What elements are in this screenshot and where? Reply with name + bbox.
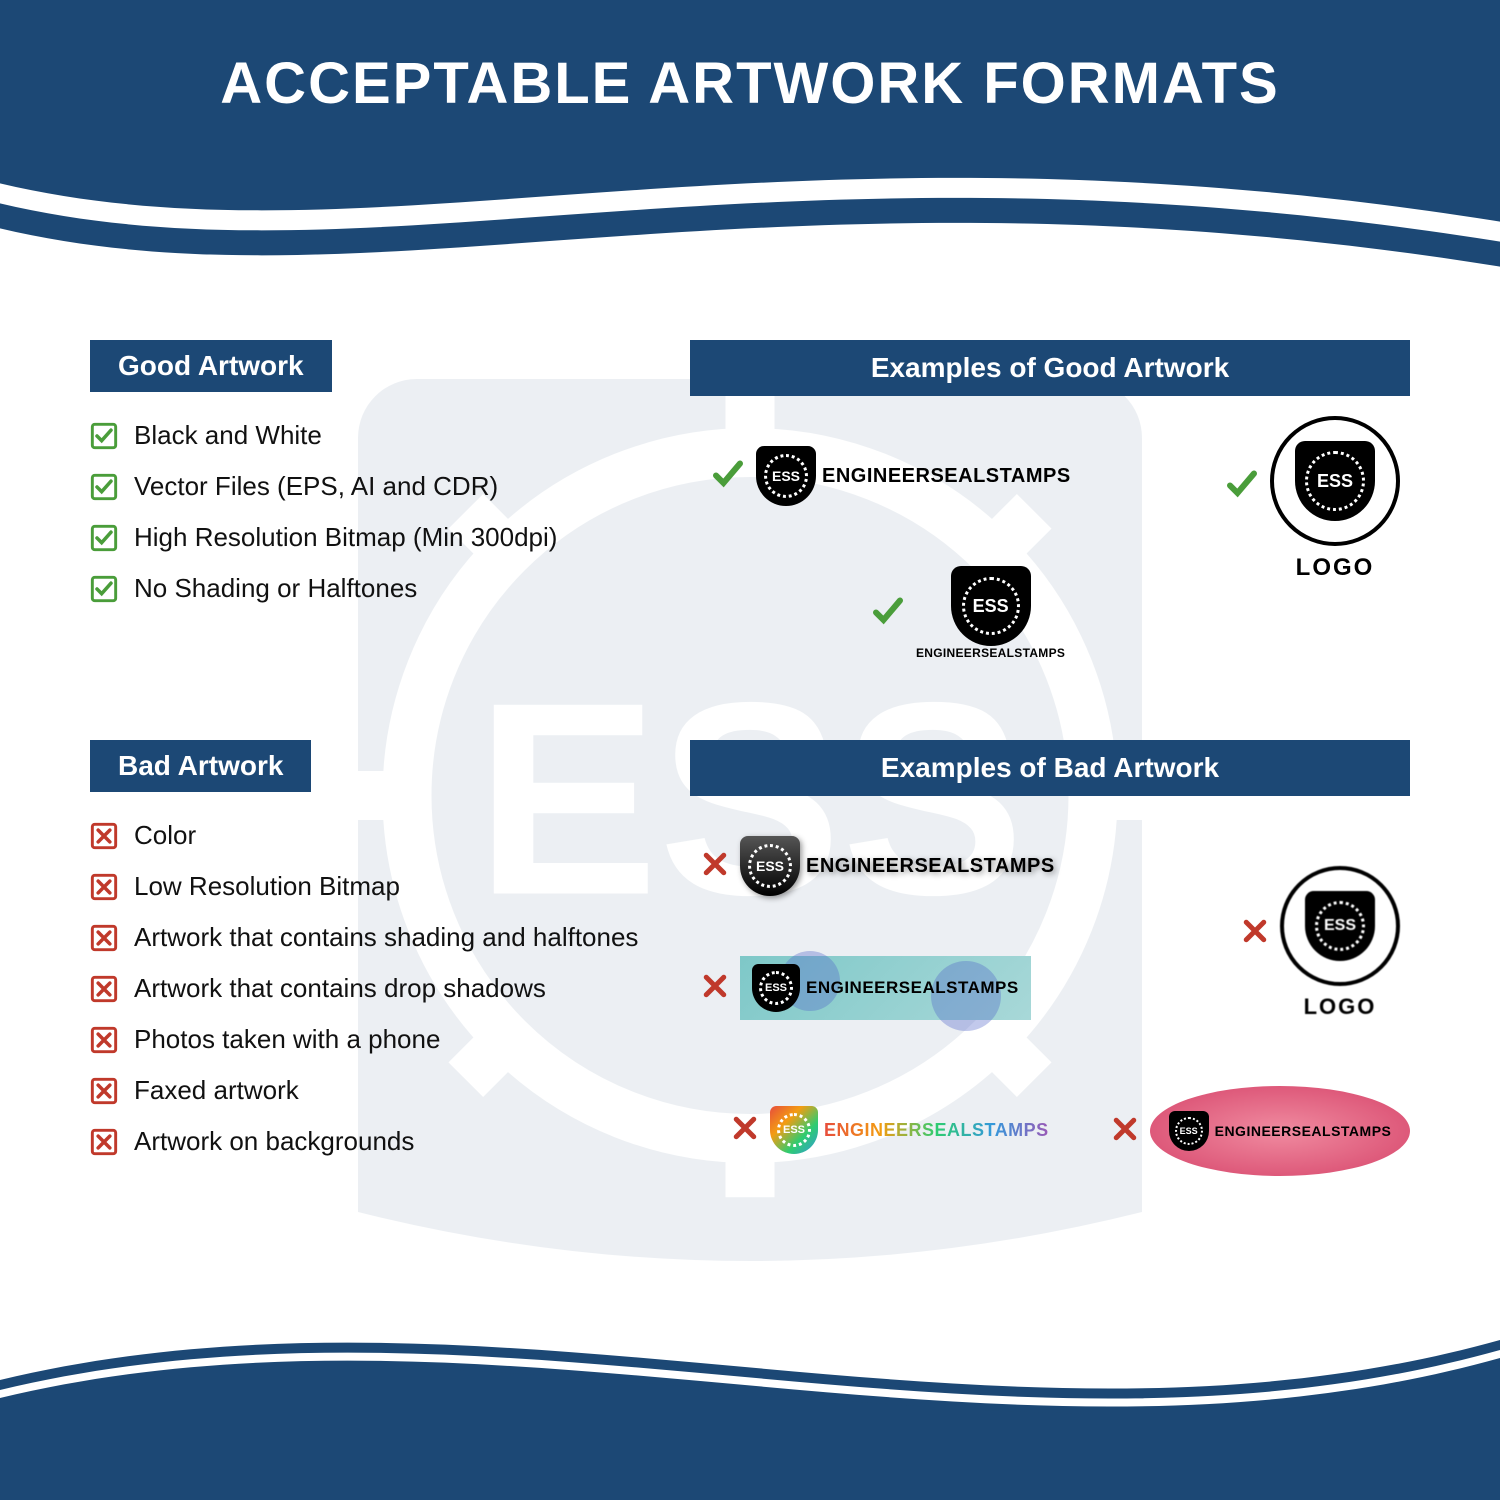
cross-icon [730, 1113, 760, 1148]
bad-item-text: Low Resolution Bitmap [134, 871, 400, 902]
good-item: Vector Files (EPS, AI and CDR) [90, 471, 690, 502]
cross-icon [90, 1128, 118, 1156]
bad-item-text: Faxed artwork [134, 1075, 299, 1106]
logo-circle-icon: ESS [1270, 416, 1400, 546]
good-example-stacked-logo: ESS ENGINEERSEALSTAMPS [870, 566, 1065, 660]
bad-examples-section: Examples of Bad Artwork ESS ENGINEERSEAL… [690, 740, 1410, 1236]
bad-item-text: Photos taken with a phone [134, 1024, 440, 1055]
check-icon [1224, 466, 1260, 507]
ess-brand-text: ENGINEERSEALSTAMPS [822, 465, 1071, 488]
ess-brand-text: ENGINEERSEALSTAMPS [806, 978, 1019, 998]
bad-item: Low Resolution Bitmap [90, 871, 690, 902]
cross-icon [1240, 916, 1270, 951]
good-examples-section: Examples of Good Artwork ESS ENGINEERSEA… [690, 340, 1410, 720]
bad-item-text: Artwork that contains shading and halfto… [134, 922, 638, 953]
check-icon [90, 422, 118, 450]
cross-icon [90, 924, 118, 952]
good-item-text: Vector Files (EPS, AI and CDR) [134, 471, 498, 502]
bad-item: Color [90, 820, 690, 851]
good-item-text: Black and White [134, 420, 322, 451]
good-item: No Shading or Halftones [90, 573, 690, 604]
bad-item: Photos taken with a phone [90, 1024, 690, 1055]
logo-circle-icon: ESS [1280, 866, 1400, 986]
bad-examples-area: ESS ENGINEERSEALSTAMPS ESS ENGINEERSEALS… [690, 816, 1410, 1236]
good-item-text: No Shading or Halftones [134, 573, 417, 604]
cross-icon [700, 971, 730, 1006]
good-list: Black and White Vector Files (EPS, AI an… [90, 420, 690, 604]
bad-examples-header: Examples of Bad Artwork [690, 740, 1410, 796]
header-band [0, 0, 1500, 280]
cross-icon [90, 822, 118, 850]
bad-item-text: Color [134, 820, 196, 851]
bad-example-oval-logo: ESS ENGINEERSEALSTAMPS [1110, 1086, 1410, 1176]
check-icon [870, 593, 906, 634]
bad-example-shaded-logo: ESS ENGINEERSEALSTAMPS [700, 836, 1055, 896]
check-icon [90, 473, 118, 501]
bad-example-color-logo: ESS ENGINEERSEALSTAMPS [730, 1106, 1049, 1154]
check-icon [90, 575, 118, 603]
cross-icon [1110, 1114, 1140, 1149]
bad-example-lowres-logo: ESS LOGO [1240, 866, 1400, 1020]
ess-shield-icon: ESS [752, 964, 800, 1012]
good-example-horizontal-logo: ESS ENGINEERSEALSTAMPS [710, 446, 1071, 506]
bad-item: Faxed artwork [90, 1075, 690, 1106]
ess-shield-icon: ESS [951, 566, 1031, 646]
bad-item: Artwork that contains shading and halfto… [90, 922, 690, 953]
bad-example-background-logo: ESS ENGINEERSEALSTAMPS [700, 956, 1031, 1020]
bad-item: Artwork on backgrounds [90, 1126, 690, 1157]
ess-brand-text: ENGINEERSEALSTAMPS [1215, 1123, 1392, 1139]
cross-icon [700, 849, 730, 884]
bad-item-text: Artwork on backgrounds [134, 1126, 414, 1157]
good-artwork-label: Good Artwork [90, 340, 332, 392]
logo-caption: LOGO [1296, 554, 1375, 582]
good-examples-header: Examples of Good Artwork [690, 340, 1410, 396]
cross-icon [90, 1026, 118, 1054]
ess-shield-icon: ESS [1169, 1111, 1209, 1151]
ess-shield-icon: ESS [770, 1106, 818, 1154]
bad-item-text: Artwork that contains drop shadows [134, 973, 546, 1004]
logo-caption: LOGO [1304, 994, 1377, 1020]
bad-item: Artwork that contains drop shadows [90, 973, 690, 1004]
ess-brand-text: ENGINEERSEALSTAMPS [824, 1120, 1049, 1141]
check-icon [90, 524, 118, 552]
ess-shield-icon: ESS [756, 446, 816, 506]
cross-icon [90, 1077, 118, 1105]
cross-icon [90, 873, 118, 901]
good-item: Black and White [90, 420, 690, 451]
bad-artwork-label: Bad Artwork [90, 740, 311, 792]
ess-shield-icon: ESS [740, 836, 800, 896]
content-area: Good Artwork Black and White Vector File… [90, 340, 1410, 1300]
ess-brand-text: ENGINEERSEALSTAMPS [916, 646, 1065, 660]
footer-swoosh [0, 1280, 1500, 1500]
ess-brand-text: ENGINEERSEALSTAMPS [806, 855, 1055, 878]
check-icon [710, 456, 746, 497]
bad-list: Color Low Resolution Bitmap Artwork that… [90, 820, 690, 1157]
page-title: ACCEPTABLE ARTWORK FORMATS [0, 50, 1500, 117]
cross-icon [90, 975, 118, 1003]
bad-artwork-section: Bad Artwork Color Low Resolution Bitmap … [90, 740, 690, 1177]
good-item: High Resolution Bitmap (Min 300dpi) [90, 522, 690, 553]
good-artwork-section: Good Artwork Black and White Vector File… [90, 340, 690, 720]
good-item-text: High Resolution Bitmap (Min 300dpi) [134, 522, 557, 553]
good-example-circle-logo: ESS LOGO [1224, 416, 1400, 582]
good-examples-area: ESS ENGINEERSEALSTAMPS ESS ENGINEERSEALS… [690, 416, 1410, 716]
